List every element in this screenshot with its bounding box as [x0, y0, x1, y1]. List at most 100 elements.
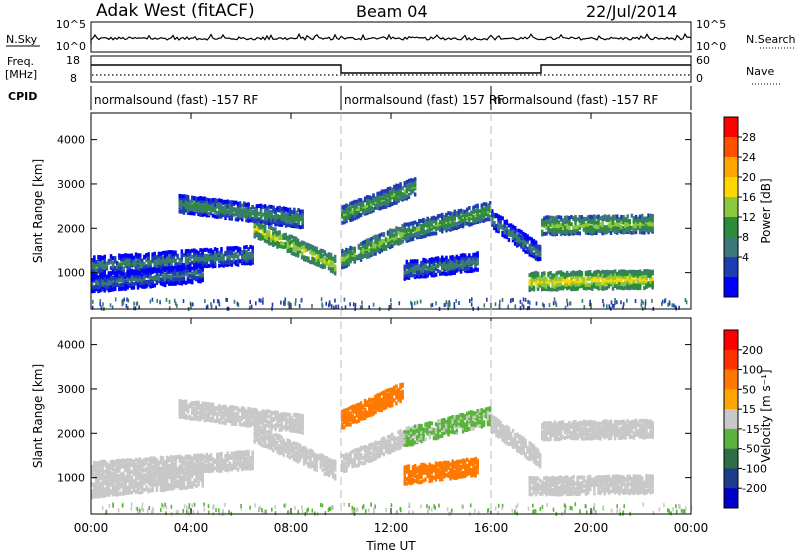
heatmap-cell [458, 301, 460, 305]
heatmap-cell [234, 254, 238, 259]
heatmap-cell [195, 476, 198, 481]
heatmap-cell [134, 462, 138, 467]
heatmap-cell [391, 238, 394, 243]
heatmap-cell [611, 226, 615, 231]
heatmap-cell [426, 273, 429, 278]
heatmap-cell [501, 230, 504, 235]
heatmap-cell [107, 488, 111, 493]
heatmap-cell [413, 220, 417, 225]
heatmap-cell [97, 471, 100, 475]
heatmap-cell [311, 256, 314, 261]
heatmap-cell [382, 231, 386, 236]
heatmap-cell [593, 284, 596, 289]
heatmap-cell [376, 206, 379, 210]
heatmap-cell [193, 276, 196, 281]
heatmap-cell [270, 215, 273, 220]
heatmap-cell [195, 405, 198, 410]
heatmap-cell [684, 298, 687, 302]
heatmap-cell [109, 266, 113, 271]
heatmap-cell [390, 298, 392, 303]
heatmap-cell [555, 232, 559, 236]
heatmap-cell [113, 478, 117, 483]
heatmap-cell [226, 257, 229, 262]
heatmap-cell [528, 236, 531, 241]
heatmap-cell [407, 233, 411, 238]
heatmap-cell [638, 286, 642, 291]
heatmap-cell [528, 281, 531, 286]
heatmap-cell [393, 233, 396, 238]
heatmap-cell [609, 220, 613, 225]
heatmap-cell [103, 459, 106, 464]
heatmap-cell [122, 272, 125, 277]
heatmap-cell [174, 266, 177, 271]
heatmap-cell [634, 230, 638, 235]
heatmap-cell [327, 262, 331, 267]
heatmap-cell [218, 250, 221, 255]
heatmap-cell [170, 486, 173, 491]
heatmap-cell [418, 266, 421, 271]
heatmap-cell [559, 225, 563, 230]
heatmap-cell [122, 471, 125, 476]
heatmap-cell [276, 445, 279, 450]
heatmap-cell [213, 214, 217, 219]
heatmap-cell [520, 244, 523, 249]
heatmap-cell [226, 458, 229, 463]
heatmap-cell [207, 207, 211, 212]
heatmap-cell [243, 261, 246, 266]
heatmap-cell [341, 210, 344, 215]
heatmap-cell [143, 265, 146, 270]
heatmap-cell [538, 250, 542, 255]
heatmap-cell [97, 280, 100, 285]
nave-label: Nave [746, 65, 774, 78]
heatmap-cell [209, 457, 213, 462]
heatmap-cell [422, 272, 425, 277]
heatmap-cell [495, 228, 498, 233]
heatmap-cell [474, 252, 477, 257]
heatmap-cell [203, 196, 206, 201]
heatmap-cell [563, 220, 567, 224]
heatmap-cell [634, 283, 638, 288]
heatmap-cell [203, 203, 206, 207]
heatmap-cell [122, 491, 125, 496]
heatmap-cell [220, 255, 223, 260]
heatmap-cell [588, 276, 592, 281]
heatmap-cell [122, 266, 125, 271]
heatmap-cell [163, 272, 167, 277]
heatmap-cell [234, 200, 238, 205]
heatmap-cell [303, 460, 306, 465]
heatmap-cell [582, 223, 586, 228]
heatmap-cell [263, 234, 267, 239]
heatmap-cell [478, 214, 481, 219]
heatmap-cell [327, 471, 331, 476]
heatmap-cell [99, 283, 102, 288]
heatmap-cell [138, 457, 142, 462]
heatmap-cell [622, 286, 625, 291]
heatmap-cell [228, 253, 231, 258]
heatmap-cell [210, 302, 212, 307]
heatmap-cell [541, 222, 544, 227]
heatmap-cell [166, 269, 169, 274]
heatmap-cell [107, 463, 111, 468]
heatmap-cell [147, 469, 150, 474]
nsky-tick-top: 10^5 [56, 18, 86, 31]
heatmap-cell [293, 210, 296, 215]
heatmap-cell [372, 197, 375, 202]
heatmap-cell [413, 177, 417, 182]
heatmap-cell [224, 458, 227, 463]
heatmap-cell [685, 300, 688, 305]
heatmap-cell [559, 272, 563, 277]
heatmap-cell [163, 475, 167, 480]
heatmap-cell [555, 271, 559, 276]
heatmap-cell [207, 414, 211, 419]
heatmap-cell [166, 464, 169, 469]
heatmap-cell [155, 472, 159, 477]
heatmap-cell [620, 269, 623, 274]
heatmap-cell [393, 196, 396, 201]
heatmap-cell [630, 275, 634, 280]
heatmap-cell [463, 217, 467, 222]
heatmap-cell [230, 451, 234, 456]
heatmap-cell [238, 450, 242, 455]
freq-unit: [MHz] [5, 68, 37, 81]
heatmap-cell [461, 253, 465, 258]
heatmap-cell [292, 240, 296, 245]
